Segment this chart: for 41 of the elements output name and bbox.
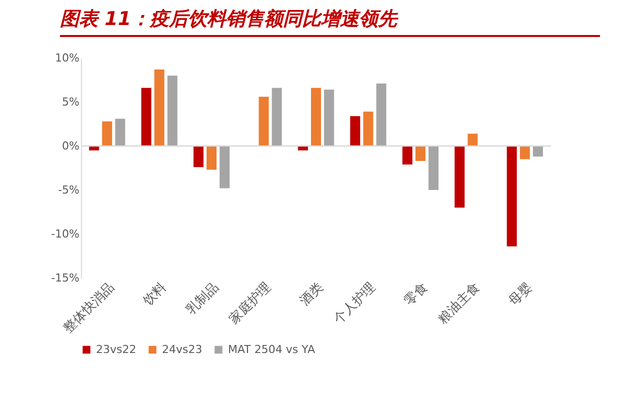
x-tick-label: 乳制品 — [184, 280, 222, 318]
y-tick-label: 0% — [62, 140, 80, 152]
bar — [115, 118, 126, 146]
bar — [272, 88, 282, 146]
x-tick-label: 家庭护理 — [226, 279, 274, 328]
x-tick-label: 零食 — [402, 280, 431, 309]
bar — [506, 146, 517, 246]
bar — [194, 146, 204, 168]
bar — [532, 146, 543, 157]
x-tick-label: 饮料 — [140, 280, 170, 310]
bar — [324, 90, 334, 146]
bar — [206, 146, 217, 170]
x-tick-label: 母婴 — [506, 280, 536, 309]
bar — [415, 146, 426, 161]
bar — [454, 146, 465, 208]
x-tick-label: 酒类 — [297, 280, 326, 309]
x-tick-label: 粮油主食 — [434, 279, 484, 328]
y-tick-label: 10% — [55, 52, 80, 64]
legend-label: MAT 2504 vs YA — [228, 342, 316, 356]
bar — [376, 84, 386, 146]
bar — [311, 88, 321, 146]
legend-label: 23vs22 — [96, 342, 136, 356]
y-tick-label: -15% — [51, 272, 80, 284]
bar — [154, 69, 164, 146]
bar — [468, 134, 478, 146]
y-tick-label: 5% — [62, 96, 80, 108]
bar — [428, 146, 438, 190]
bar — [141, 88, 152, 146]
legend-label: 24vs23 — [162, 342, 202, 356]
bar — [350, 116, 360, 146]
y-tick-label: -10% — [51, 228, 80, 240]
bar — [402, 146, 412, 164]
y-tick-label: -5% — [58, 184, 80, 196]
bar — [258, 96, 269, 146]
bar — [102, 121, 112, 146]
bar — [363, 112, 374, 146]
chart-title: 图表 11：疫后饮料销售额同比增速领先 — [60, 6, 600, 37]
x-tick-label: 个人护理 — [331, 280, 379, 328]
bar — [220, 146, 230, 188]
bar — [167, 76, 178, 146]
bar — [520, 146, 530, 160]
